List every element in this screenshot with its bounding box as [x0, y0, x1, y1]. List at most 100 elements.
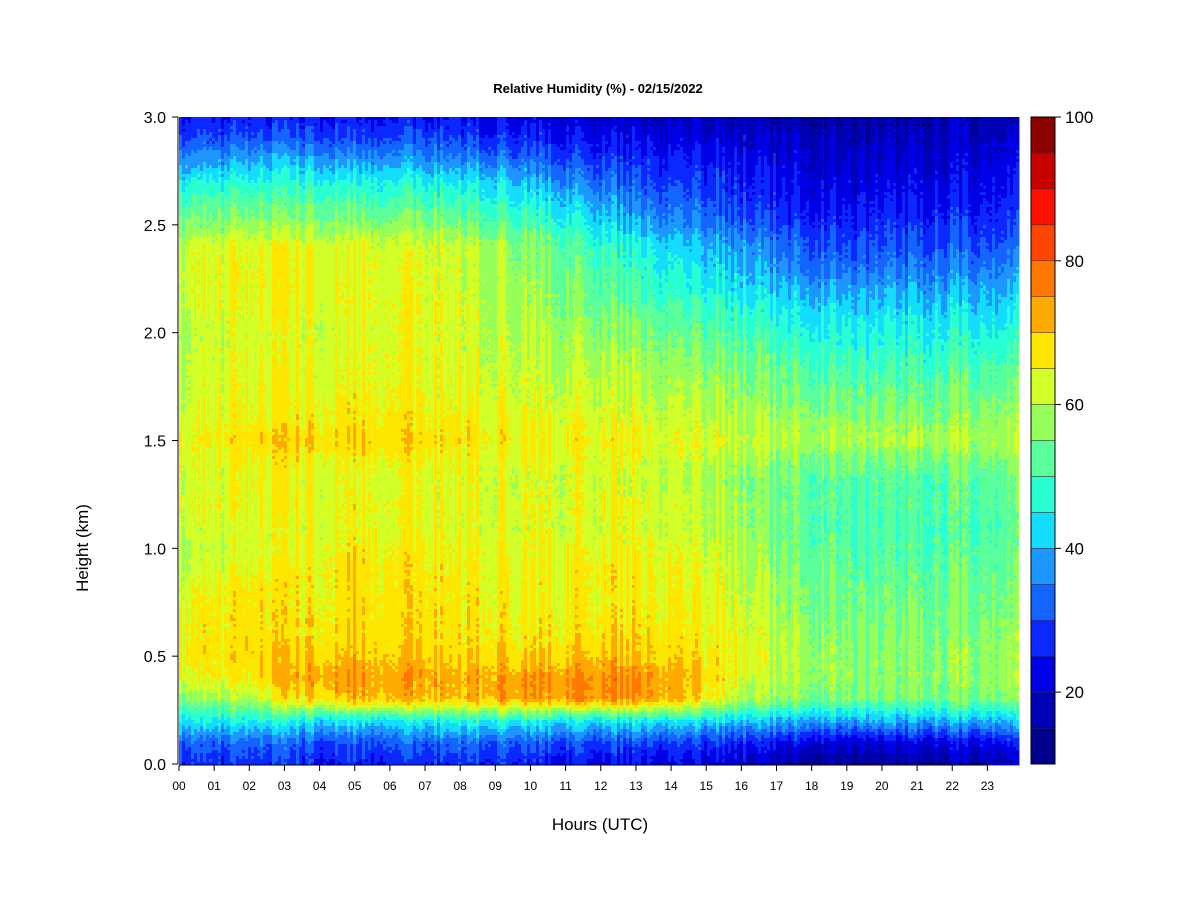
- heatmap-cell: [191, 669, 194, 672]
- heatmap-cell: [179, 471, 182, 474]
- heatmap-cell: [203, 135, 206, 138]
- heatmap-cell: [197, 600, 200, 603]
- heatmap-cell: [191, 753, 194, 756]
- heatmap-cell: [182, 129, 185, 132]
- heatmap-cell: [200, 228, 203, 231]
- heatmap-cell: [197, 681, 200, 684]
- heatmap-cell: [206, 756, 209, 759]
- heatmap-cell: [191, 252, 194, 255]
- heatmap-cell: [188, 309, 191, 312]
- heatmap-cell: [197, 708, 200, 711]
- heatmap-cell: [203, 681, 206, 684]
- heatmap-cell: [203, 657, 206, 660]
- heatmap-cell: [185, 258, 188, 261]
- heatmap-cell: [203, 684, 206, 687]
- heatmap-cell: [200, 261, 203, 264]
- heatmap-cell: [188, 633, 191, 636]
- heatmap-cell: [197, 270, 200, 273]
- heatmap-cell: [197, 729, 200, 732]
- heatmap-cell: [188, 381, 191, 384]
- heatmap-cell: [191, 468, 194, 471]
- heatmap-cell: [197, 207, 200, 210]
- heatmap-cell: [197, 171, 200, 174]
- heatmap-cell: [188, 156, 191, 159]
- heatmap-cell: [194, 141, 197, 144]
- heatmap-cell: [200, 759, 203, 762]
- heatmap-cell: [182, 201, 185, 204]
- heatmap-cell: [185, 756, 188, 759]
- heatmap-cell: [200, 567, 203, 570]
- heatmap-cell: [209, 171, 212, 174]
- heatmap-cell: [188, 333, 191, 336]
- heatmap-cell: [194, 603, 197, 606]
- heatmap-cell: [194, 462, 197, 465]
- heatmap-cell: [200, 417, 203, 420]
- heatmap-cell: [194, 156, 197, 159]
- heatmap-cell: [206, 732, 209, 735]
- heatmap-cell: [200, 324, 203, 327]
- heatmap-cell: [203, 717, 206, 720]
- heatmap-cell: [206, 747, 209, 750]
- heatmap-cell: [200, 309, 203, 312]
- heatmap-cell: [206, 303, 209, 306]
- heatmap-cell: [182, 585, 185, 588]
- heatmap-cell: [188, 756, 191, 759]
- heatmap-cell: [197, 747, 200, 750]
- heatmap-cell: [194, 708, 197, 711]
- heatmap-cell: [185, 450, 188, 453]
- heatmap-cell: [197, 507, 200, 510]
- heatmap-cell: [182, 444, 185, 447]
- heatmap-cell: [188, 372, 191, 375]
- heatmap-cell: [200, 213, 203, 216]
- heatmap-cell: [203, 243, 206, 246]
- heatmap-cell: [191, 705, 194, 708]
- heatmap-cell: [182, 297, 185, 300]
- heatmap-cell: [200, 699, 203, 702]
- heatmap-cell: [206, 525, 209, 528]
- heatmap-cell: [191, 654, 194, 657]
- heatmap-cell: [185, 720, 188, 723]
- heatmap-cell: [194, 252, 197, 255]
- heatmap-cell: [185, 249, 188, 252]
- heatmap-cell: [188, 396, 191, 399]
- heatmap-cell: [200, 714, 203, 717]
- heatmap-cell: [188, 288, 191, 291]
- heatmap-cell: [179, 693, 182, 696]
- heatmap-cell: [185, 690, 188, 693]
- heatmap-cell: [200, 345, 203, 348]
- heatmap-cell: [194, 261, 197, 264]
- heatmap-cell: [185, 561, 188, 564]
- heatmap-cell: [200, 522, 203, 525]
- heatmap-cell: [191, 465, 194, 468]
- heatmap-cell: [188, 744, 191, 747]
- heatmap-cell: [200, 267, 203, 270]
- heatmap-cell: [194, 180, 197, 183]
- heatmap-cell: [185, 426, 188, 429]
- heatmap-cell: [191, 351, 194, 354]
- heatmap-cell: [194, 231, 197, 234]
- heatmap-cell: [206, 360, 209, 363]
- heatmap-cell: [206, 396, 209, 399]
- heatmap-cell: [191, 165, 194, 168]
- heatmap-cell: [203, 486, 206, 489]
- plot-area: [179, 117, 1019, 765]
- heatmap-cell: [188, 432, 191, 435]
- heatmap-cell: [182, 486, 185, 489]
- heatmap-cell: [203, 714, 206, 717]
- heatmap-cell: [185, 231, 188, 234]
- heatmap-cell: [182, 618, 185, 621]
- heatmap-cell: [188, 570, 191, 573]
- heatmap-cell: [182, 630, 185, 633]
- heatmap-cell: [182, 594, 185, 597]
- heatmap-cell: [191, 228, 194, 231]
- heatmap-cell: [197, 594, 200, 597]
- heatmap-cell: [194, 477, 197, 480]
- heatmap-cell: [182, 294, 185, 297]
- heatmap-cell: [206, 348, 209, 351]
- heatmap-cell: [188, 252, 191, 255]
- heatmap-cell: [185, 123, 188, 126]
- heatmap-cell: [203, 582, 206, 585]
- heatmap-cell: [188, 306, 191, 309]
- heatmap-cell: [188, 198, 191, 201]
- heatmap-cell: [188, 408, 191, 411]
